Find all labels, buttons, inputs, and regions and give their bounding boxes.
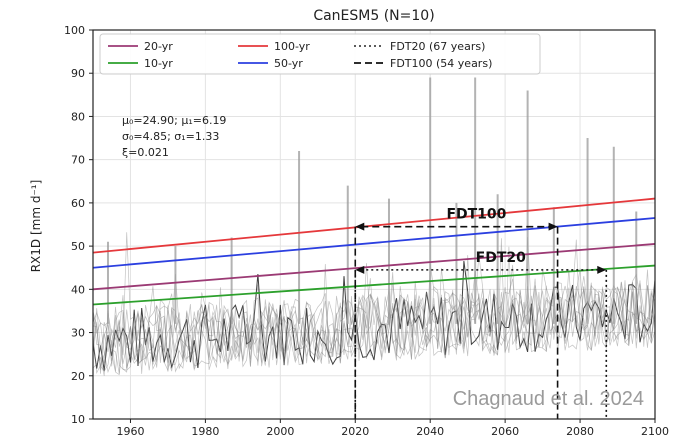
y-tick-label: 20	[71, 370, 85, 383]
x-tick-label: 2060	[491, 425, 519, 438]
FDT100-arrow-right	[548, 222, 558, 231]
parameter-line: σ₀=4.85; σ₁=1.33	[122, 130, 219, 143]
FDT100-arrow-left	[355, 222, 365, 231]
legend-label: 20-yr	[144, 40, 173, 53]
x-tick-label: 2000	[266, 425, 294, 438]
y-tick-label: 10	[71, 413, 85, 426]
return-level-10-yr	[92, 264, 656, 306]
ensemble-member-line	[92, 246, 656, 371]
FDT20-arrow-right	[597, 265, 607, 274]
credit-text: Chagnaud et al. 2024	[452, 388, 644, 410]
grid	[93, 29, 656, 420]
parameter-line: μ₀=24.90; μ₁=6.19	[122, 114, 226, 127]
ensemble-member-line	[92, 269, 656, 376]
x-tick-label: 2040	[416, 425, 444, 438]
FDT20-arrow-left	[355, 265, 365, 274]
legend-label: FDT100 (54 years)	[390, 57, 492, 70]
ensemble-member-line	[92, 254, 656, 375]
y-tick-label: 90	[71, 67, 85, 80]
y-tick-label: 80	[71, 110, 85, 123]
return-level-50-yr	[92, 217, 656, 269]
fdt-markers: FDT100 FDT20	[354, 207, 608, 419]
y-tick-label: 70	[71, 154, 85, 167]
return-level-lines	[92, 197, 656, 306]
y-axis-label: RX1D [mm d⁻¹]	[29, 180, 43, 273]
legend-label: 10-yr	[144, 57, 173, 70]
x-tick-label: 2080	[566, 425, 594, 438]
y-tick-label: 30	[71, 327, 85, 340]
FDT100-label: FDT100	[446, 207, 506, 223]
y-tick-label: 40	[71, 283, 85, 296]
legend-box	[99, 33, 541, 75]
plot-frame	[92, 29, 656, 420]
legend-label: FDT20 (67 years)	[390, 40, 485, 53]
x-tick-label: 2100	[641, 425, 669, 438]
ensemble-member-line	[92, 264, 656, 367]
y-tick-label: 100	[64, 24, 85, 37]
ensemble-member-line	[92, 238, 656, 376]
x-tick-label: 1980	[191, 425, 219, 438]
y-tick-label: 60	[71, 197, 85, 210]
return-level-100-yr	[92, 197, 656, 254]
ensemble-member-line	[92, 232, 656, 374]
return-level-20-yr	[92, 243, 656, 291]
FDT20-label: FDT20	[476, 250, 526, 266]
x-tick-label: 2020	[341, 425, 369, 438]
legend-label: 50-yr	[274, 57, 303, 70]
axis-ticks: 1960 1980 2000 2020 2040 2060 2080 2100 10 20 30 40…	[64, 24, 669, 438]
chart-title: CanESM5 (N=10)	[313, 8, 434, 24]
ensemble-member-line	[92, 268, 656, 372]
ensemble-member-line	[92, 260, 656, 371]
legend: 20-yr 100-yr FDT20 (67 years) 10-yr 50-yr FDT…	[99, 33, 541, 75]
parameter-text: μ₀=24.90; μ₁=6.19 σ₀=4.85; σ₁=1.33 ξ=0.021	[122, 114, 226, 159]
ensemble-member-line	[92, 237, 656, 374]
y-tick-label: 50	[71, 240, 85, 253]
ensemble-member-line	[92, 278, 656, 373]
x-tick-label: 1960	[116, 425, 144, 438]
legend-label: 100-yr	[274, 40, 310, 53]
parameter-line: ξ=0.021	[122, 146, 169, 159]
